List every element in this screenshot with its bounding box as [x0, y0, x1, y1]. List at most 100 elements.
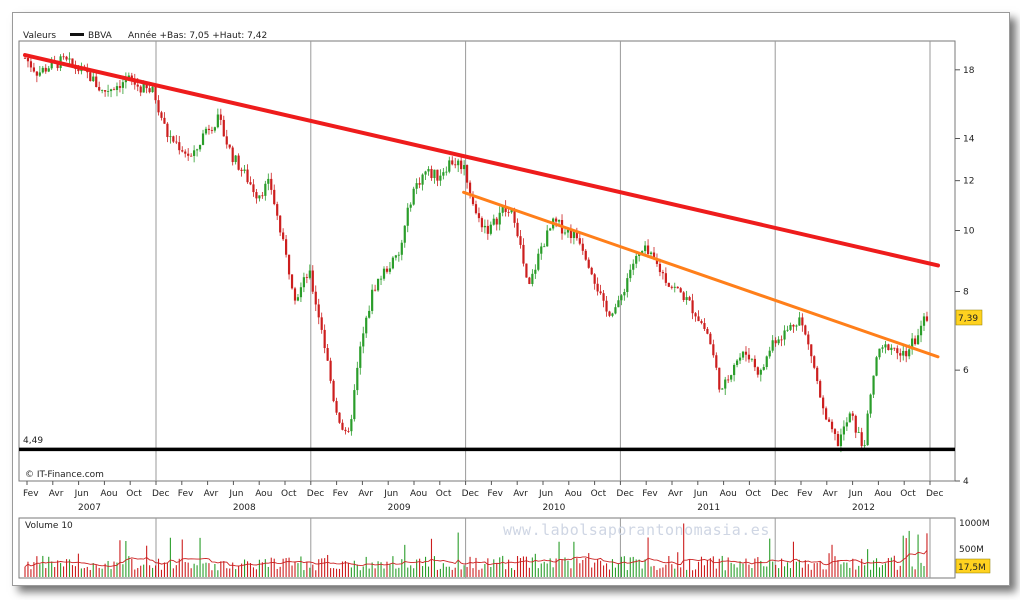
y-tick-label: 18 — [963, 66, 975, 76]
candle-body — [136, 84, 139, 87]
candle-body — [712, 344, 715, 356]
candle-body — [368, 310, 371, 318]
month-label: Dec — [307, 489, 324, 499]
candle-body — [32, 67, 36, 72]
candle-body — [463, 165, 466, 170]
year-label: 2011 — [697, 503, 720, 513]
candle-body — [738, 357, 742, 361]
candle-body — [807, 334, 810, 345]
candle-body — [267, 178, 270, 184]
y-axis: 4 6 8 10 12 14 18 — [963, 66, 975, 487]
candle-body — [41, 67, 44, 73]
month-label: Jun — [74, 489, 89, 499]
y-tick-label: 10 — [963, 226, 975, 236]
candle-body — [584, 250, 587, 260]
candle-body — [255, 192, 258, 199]
candle-body — [448, 160, 451, 172]
candle-body — [213, 127, 216, 131]
candle-body — [424, 171, 427, 175]
candle-body — [50, 60, 53, 69]
month-label: Dec — [616, 489, 633, 499]
candle-body — [169, 136, 172, 138]
trendlines — [19, 53, 955, 452]
candle-body — [789, 324, 792, 330]
candle-body — [210, 130, 214, 131]
candle-body — [282, 232, 285, 240]
volume-ma-line — [24, 550, 928, 568]
candle-body — [465, 165, 469, 183]
candle-body — [673, 286, 676, 288]
candle-body — [744, 351, 748, 355]
candle-body — [845, 422, 848, 427]
candle-body — [204, 128, 208, 134]
candle-body — [786, 329, 789, 331]
candle-body — [780, 339, 783, 341]
candle-body — [175, 141, 178, 143]
candle-body — [246, 169, 249, 183]
month-label: Fev — [487, 489, 503, 499]
year-label: 2010 — [542, 503, 565, 513]
candle-body — [715, 355, 718, 368]
candle-body — [326, 348, 329, 361]
volume-label: Volume 10 — [25, 521, 73, 531]
price-badge-bg — [955, 309, 983, 326]
candle-body — [394, 255, 397, 258]
candle-body — [635, 255, 638, 264]
candle-body — [184, 151, 187, 154]
candle-body — [154, 86, 157, 101]
candle-body — [836, 433, 840, 447]
candle-body — [759, 369, 762, 375]
candle-body — [38, 72, 41, 76]
candle-body — [299, 287, 303, 298]
candle-body — [881, 347, 884, 349]
candle-body — [65, 56, 68, 60]
candle-body — [522, 244, 525, 264]
candle-body — [525, 263, 528, 278]
candle-body — [376, 278, 380, 291]
candle-body — [261, 195, 264, 197]
candle-body — [287, 254, 291, 275]
candle-body — [457, 160, 460, 166]
y-tick-label: 6 — [963, 366, 969, 376]
candle-body — [513, 210, 516, 223]
month-label: Oct — [126, 489, 142, 499]
volume-badge-text: 17,5M — [958, 563, 986, 573]
watermark: www.labolsaporantonomasia.es — [503, 521, 770, 539]
candle-body — [382, 268, 386, 279]
candle-body — [44, 67, 47, 72]
candle-body — [679, 288, 682, 293]
candle-body — [293, 288, 297, 301]
candle-body — [95, 76, 98, 87]
candle-body — [356, 367, 359, 391]
candle-body — [688, 297, 691, 301]
month-label: Avr — [513, 489, 528, 499]
candle-body — [810, 344, 813, 357]
candle-body — [474, 204, 478, 214]
candle-body — [590, 267, 593, 275]
candle-body — [540, 246, 543, 254]
candle-body — [323, 329, 326, 349]
candle-body — [231, 147, 234, 163]
candle-body — [421, 174, 424, 185]
candle-body — [273, 189, 276, 205]
candle-body — [833, 429, 837, 434]
volume-bars — [24, 523, 928, 577]
candle-body — [872, 375, 875, 395]
candle-body — [747, 354, 751, 360]
candle-body — [228, 144, 231, 148]
candle-body — [546, 230, 549, 247]
candle-body — [611, 313, 614, 316]
candle-body — [765, 356, 768, 368]
candle-body — [252, 184, 255, 193]
candle-body — [109, 89, 113, 92]
candle-body — [839, 434, 843, 447]
candle-body — [777, 339, 780, 344]
month-label: Oct — [900, 489, 916, 499]
candle-body — [783, 330, 786, 340]
candle-body — [388, 268, 392, 272]
candle-body — [305, 277, 308, 279]
candle-body — [311, 270, 314, 292]
candle-body — [198, 144, 202, 150]
candle-body — [101, 90, 104, 91]
candle-body — [709, 333, 712, 345]
